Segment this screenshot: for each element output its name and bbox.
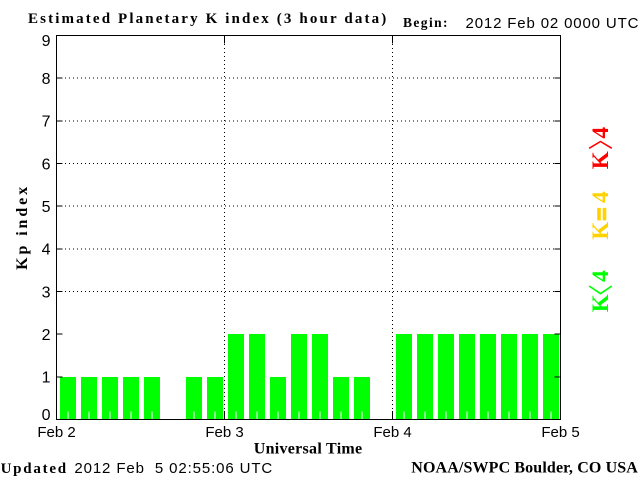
svg-text:2012 Feb 02 0000 UTC: 2012 Feb 02 0000 UTC xyxy=(466,15,640,32)
svg-text:Universal Time: Universal Time xyxy=(254,441,363,458)
svg-text:K: K xyxy=(588,222,613,240)
svg-text:Estimated Planetary K index (3: Estimated Planetary K index (3 hour data… xyxy=(28,11,388,27)
svg-text:4: 4 xyxy=(42,242,51,259)
svg-text:9: 9 xyxy=(42,33,51,50)
svg-text:1: 1 xyxy=(42,370,51,387)
svg-text:8: 8 xyxy=(42,71,51,88)
svg-text:Begin:: Begin: xyxy=(403,15,449,30)
svg-text:6: 6 xyxy=(42,156,51,173)
svg-text:4: 4 xyxy=(588,191,613,203)
svg-text:Kp index: Kp index xyxy=(14,184,31,270)
svg-text:4: 4 xyxy=(588,270,613,282)
svg-text:3: 3 xyxy=(42,284,51,301)
svg-text:Feb 3: Feb 3 xyxy=(205,424,243,441)
svg-text:4: 4 xyxy=(588,127,613,139)
svg-text:Feb 5: Feb 5 xyxy=(541,424,579,441)
svg-text:Feb 4: Feb 4 xyxy=(373,424,411,441)
svg-text:7: 7 xyxy=(42,114,51,131)
svg-text:Feb 2: Feb 2 xyxy=(37,424,75,441)
svg-text:2012 Feb 5 02:55:06 UTC: 2012 Feb 5 02:55:06 UTC xyxy=(74,460,273,477)
svg-text:Updated: Updated xyxy=(1,461,68,477)
svg-text:NOAA/SWPC Boulder, CO USA: NOAA/SWPC Boulder, CO USA xyxy=(411,460,638,477)
svg-text:K: K xyxy=(588,151,613,169)
svg-text:0: 0 xyxy=(42,407,51,424)
svg-text:K: K xyxy=(588,294,613,312)
svg-text:2: 2 xyxy=(42,327,51,344)
svg-text:5: 5 xyxy=(42,199,51,216)
